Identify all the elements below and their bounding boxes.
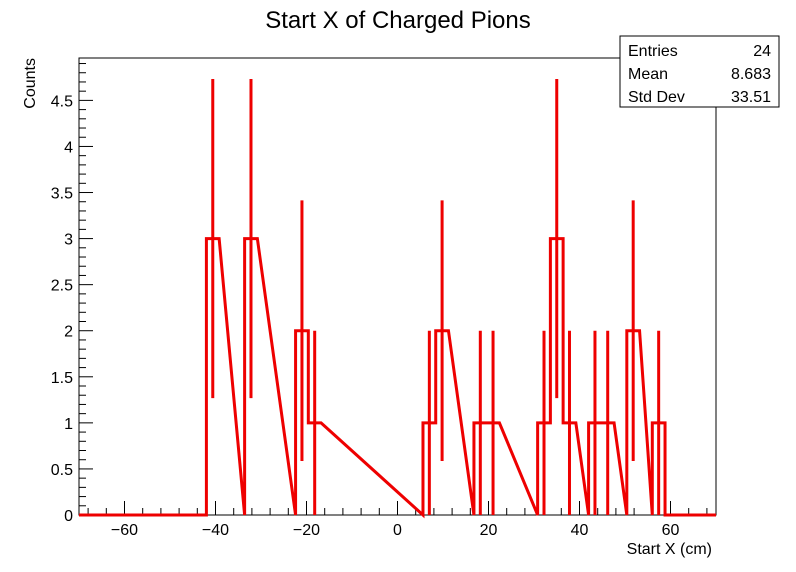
y-tick-label: 2.5 — [51, 278, 73, 295]
x-tick-label: 20 — [480, 522, 498, 539]
x-tick-label: 0 — [393, 522, 402, 539]
stats-entries-label: Entries — [628, 43, 678, 60]
stats-stddev-value: 33.51 — [731, 89, 771, 106]
y-axis: 0 0.5 1 1.5 2 2.5 3 3.5 4 4.5 — [51, 58, 93, 525]
stats-mean-value: 8.683 — [731, 66, 771, 83]
y-tick-label: 3 — [64, 232, 73, 249]
error-bars — [211, 79, 661, 515]
x-tick-label: −60 — [111, 522, 138, 539]
y-tick-label: 1 — [64, 416, 73, 433]
x-axis-label: Start X (cm) — [627, 541, 712, 558]
x-tick-label: 60 — [662, 522, 680, 539]
y-tick-label: 0.5 — [51, 462, 73, 479]
y-tick-label: 4.5 — [51, 93, 73, 110]
y-axis-label: Counts — [22, 58, 39, 109]
y-tick-label: 4 — [64, 139, 73, 156]
x-axis: −60 −40 −20 0 20 40 60 — [79, 501, 716, 539]
x-tick-label: −40 — [202, 522, 229, 539]
stats-stddev-label: Std Dev — [628, 89, 685, 106]
y-tick-label: 2 — [64, 324, 73, 341]
plot-frame — [78, 57, 717, 516]
histogram-line — [79, 237, 716, 519]
y-tick-label: 0 — [64, 508, 73, 525]
x-tick-label: 40 — [571, 522, 589, 539]
stats-box: Entries 24 Mean 8.683 Std Dev 33.51 — [619, 35, 780, 108]
y-tick-label: 1.5 — [51, 370, 73, 387]
chart-title: Start X of Charged Pions — [265, 7, 530, 34]
y-tick-label: 3.5 — [51, 186, 73, 203]
x-tick-label: −20 — [293, 522, 320, 539]
stats-box-frame — [619, 35, 780, 108]
stats-entries-value: 24 — [753, 43, 771, 60]
stats-mean-label: Mean — [628, 66, 668, 83]
